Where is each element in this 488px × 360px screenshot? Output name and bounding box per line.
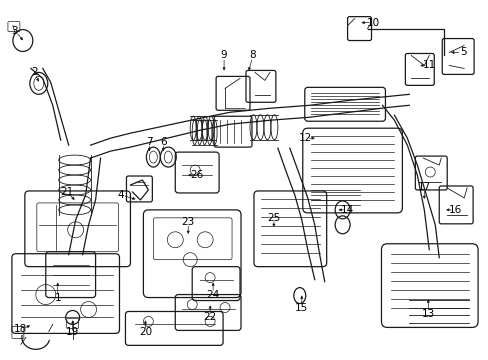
Text: 4: 4 xyxy=(117,190,123,200)
Text: 26: 26 xyxy=(190,170,203,180)
Text: 6: 6 xyxy=(160,137,166,147)
Text: 2: 2 xyxy=(31,67,38,77)
Text: 16: 16 xyxy=(447,205,461,215)
Text: 21: 21 xyxy=(60,187,73,197)
Text: 19: 19 xyxy=(66,327,79,337)
Text: 13: 13 xyxy=(421,310,434,319)
Text: 8: 8 xyxy=(249,50,256,60)
Text: 24: 24 xyxy=(206,289,219,300)
Text: 18: 18 xyxy=(14,324,27,334)
Text: 20: 20 xyxy=(139,327,152,337)
Text: 14: 14 xyxy=(340,205,353,215)
Text: 10: 10 xyxy=(366,18,379,28)
Text: 9: 9 xyxy=(220,50,227,60)
Text: 7: 7 xyxy=(146,137,152,147)
Text: 22: 22 xyxy=(203,312,216,323)
Text: 17: 17 xyxy=(417,182,430,192)
Text: 5: 5 xyxy=(459,48,466,58)
Text: 15: 15 xyxy=(295,302,308,312)
Text: 23: 23 xyxy=(181,217,194,227)
Text: 3: 3 xyxy=(12,26,18,36)
Text: 1: 1 xyxy=(54,293,61,302)
Text: 11: 11 xyxy=(422,60,435,71)
Text: 12: 12 xyxy=(299,133,312,143)
Text: 25: 25 xyxy=(267,213,280,223)
